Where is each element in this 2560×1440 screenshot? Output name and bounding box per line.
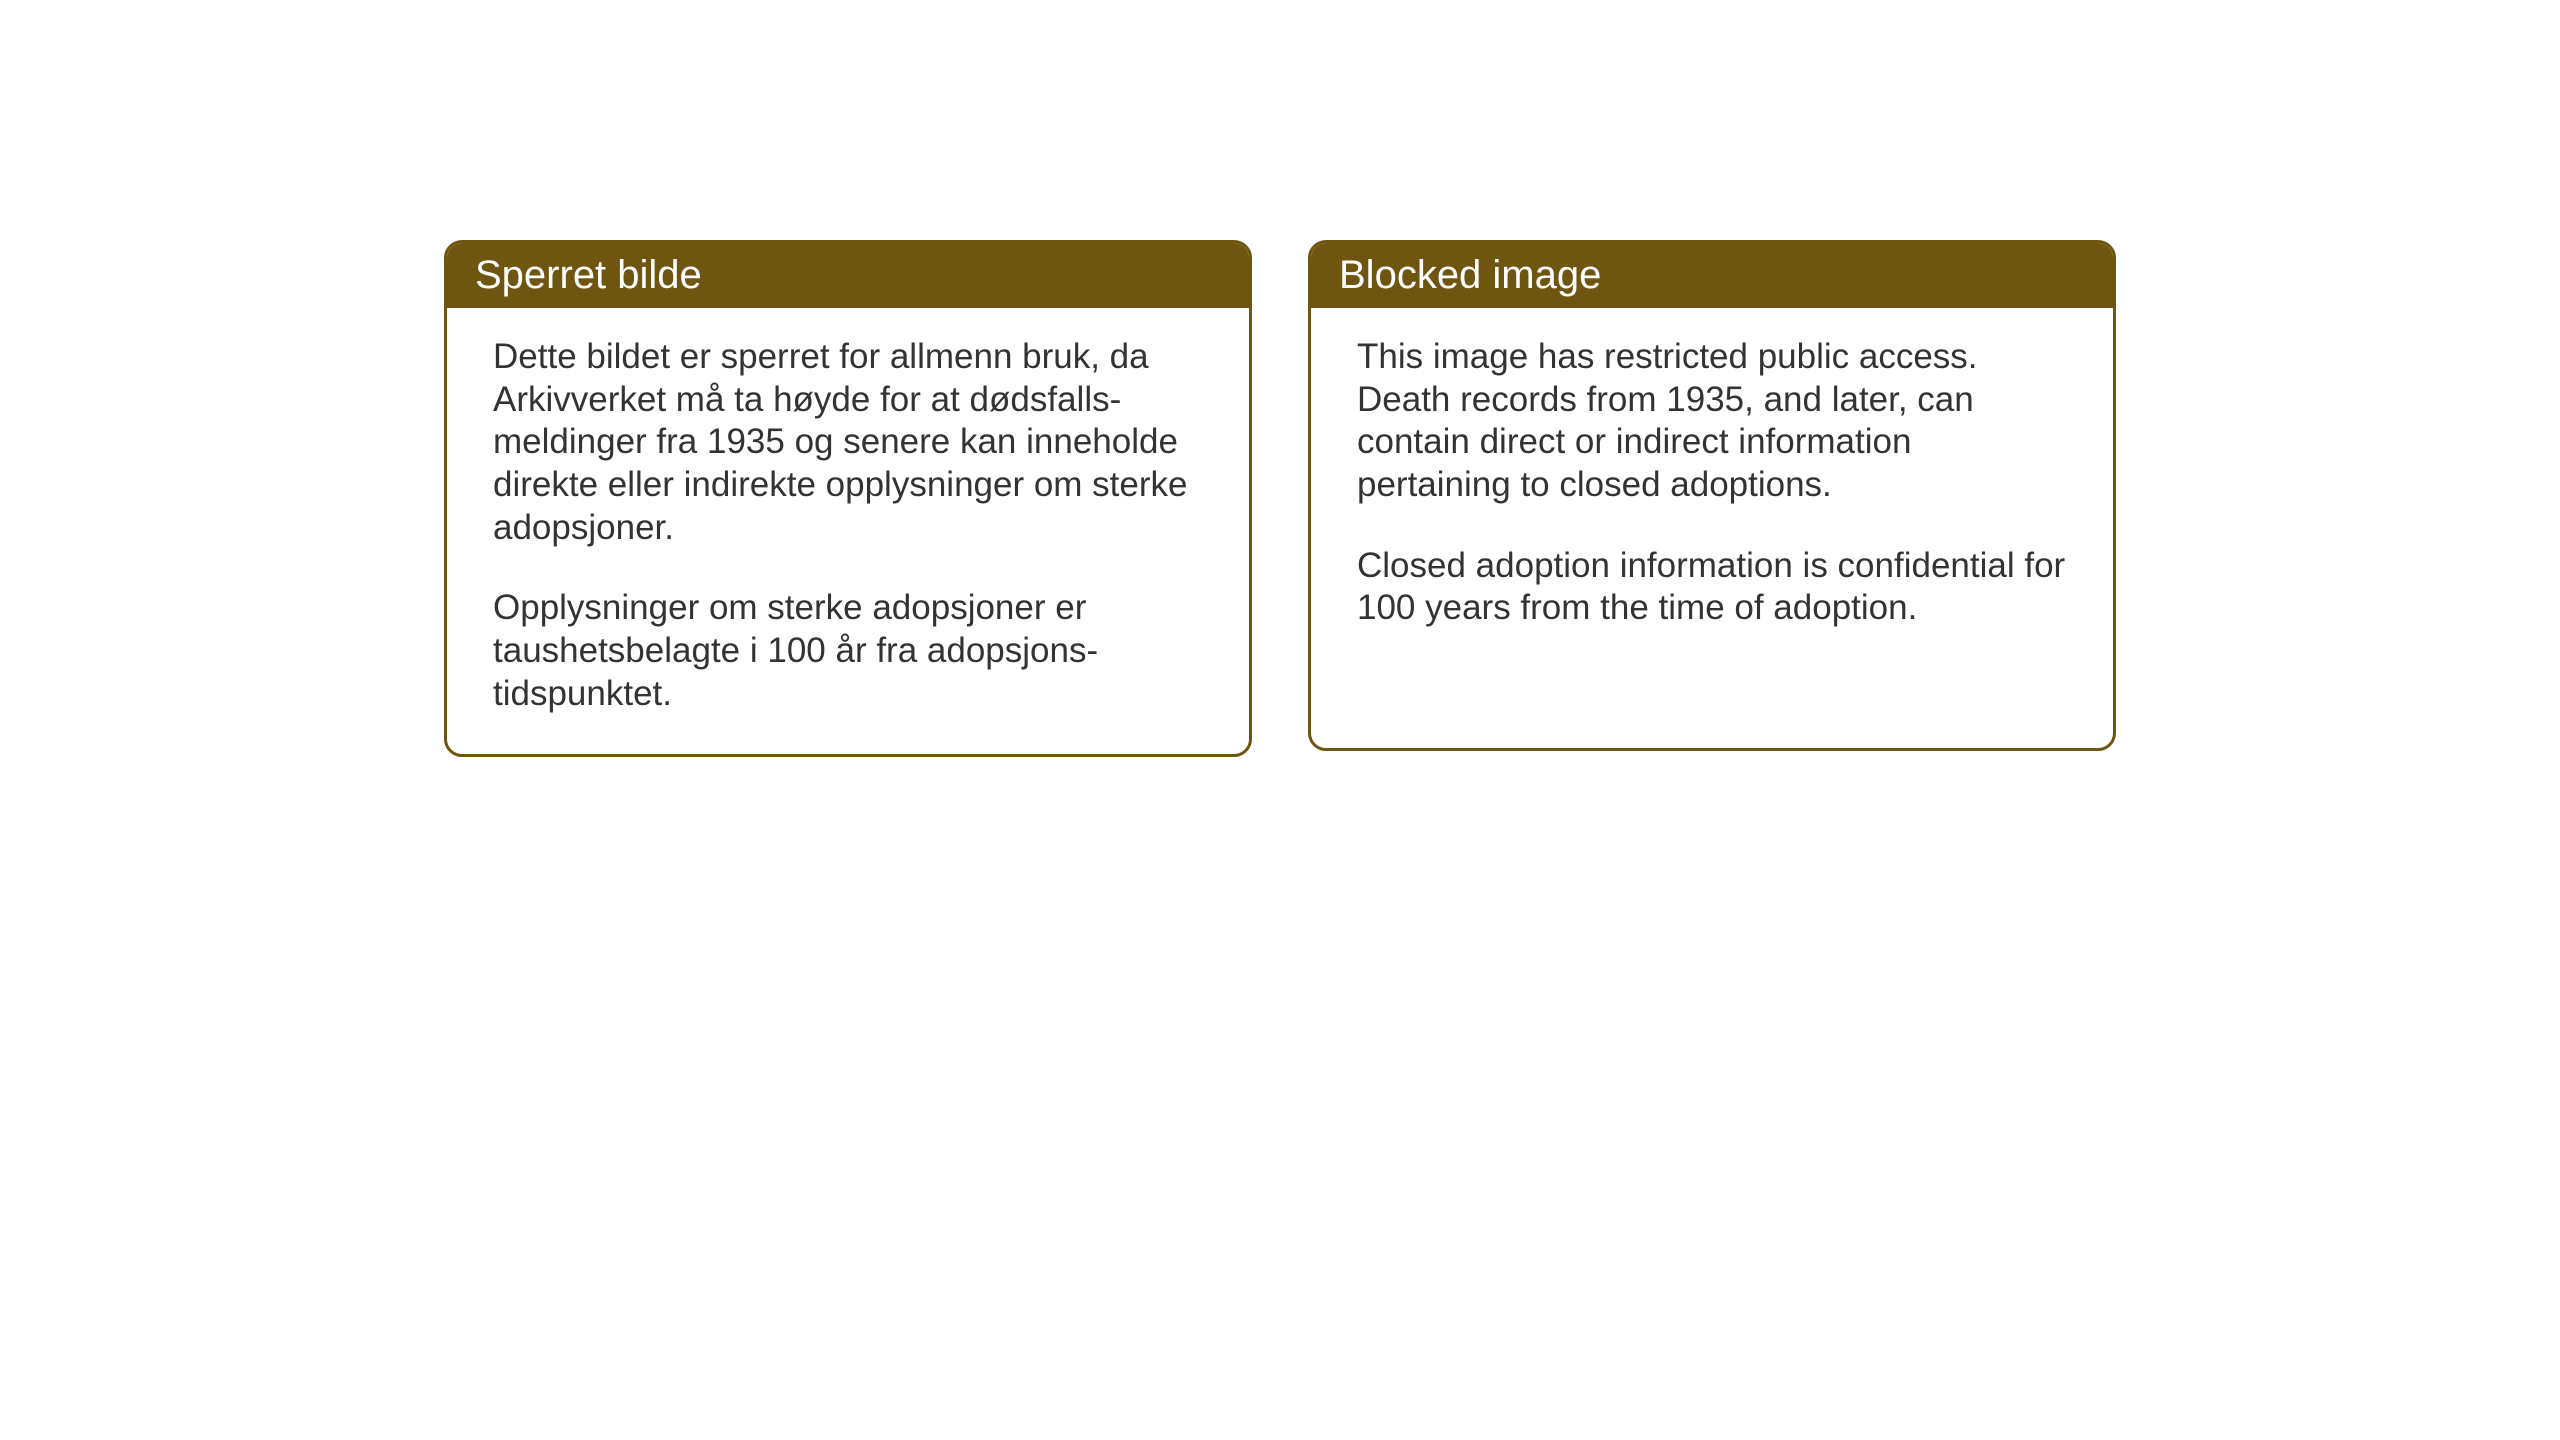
notice-paragraph: Closed adoption information is confident… [1357, 545, 2067, 630]
notice-paragraph: This image has restricted public access.… [1357, 336, 2067, 507]
notice-cards-container: Sperret bilde Dette bildet er sperret fo… [444, 240, 2116, 757]
notice-card-norwegian: Sperret bilde Dette bildet er sperret fo… [444, 240, 1252, 757]
notice-header-english: Blocked image [1311, 243, 2113, 308]
notice-header-norwegian: Sperret bilde [447, 243, 1249, 308]
notice-card-english: Blocked image This image has restricted … [1308, 240, 2116, 751]
notice-paragraph: Dette bildet er sperret for allmenn bruk… [493, 336, 1203, 549]
notice-body-norwegian: Dette bildet er sperret for allmenn bruk… [447, 308, 1249, 754]
notice-paragraph: Opplysninger om sterke adopsjoner er tau… [493, 587, 1203, 715]
notice-body-english: This image has restricted public access.… [1311, 308, 2113, 668]
